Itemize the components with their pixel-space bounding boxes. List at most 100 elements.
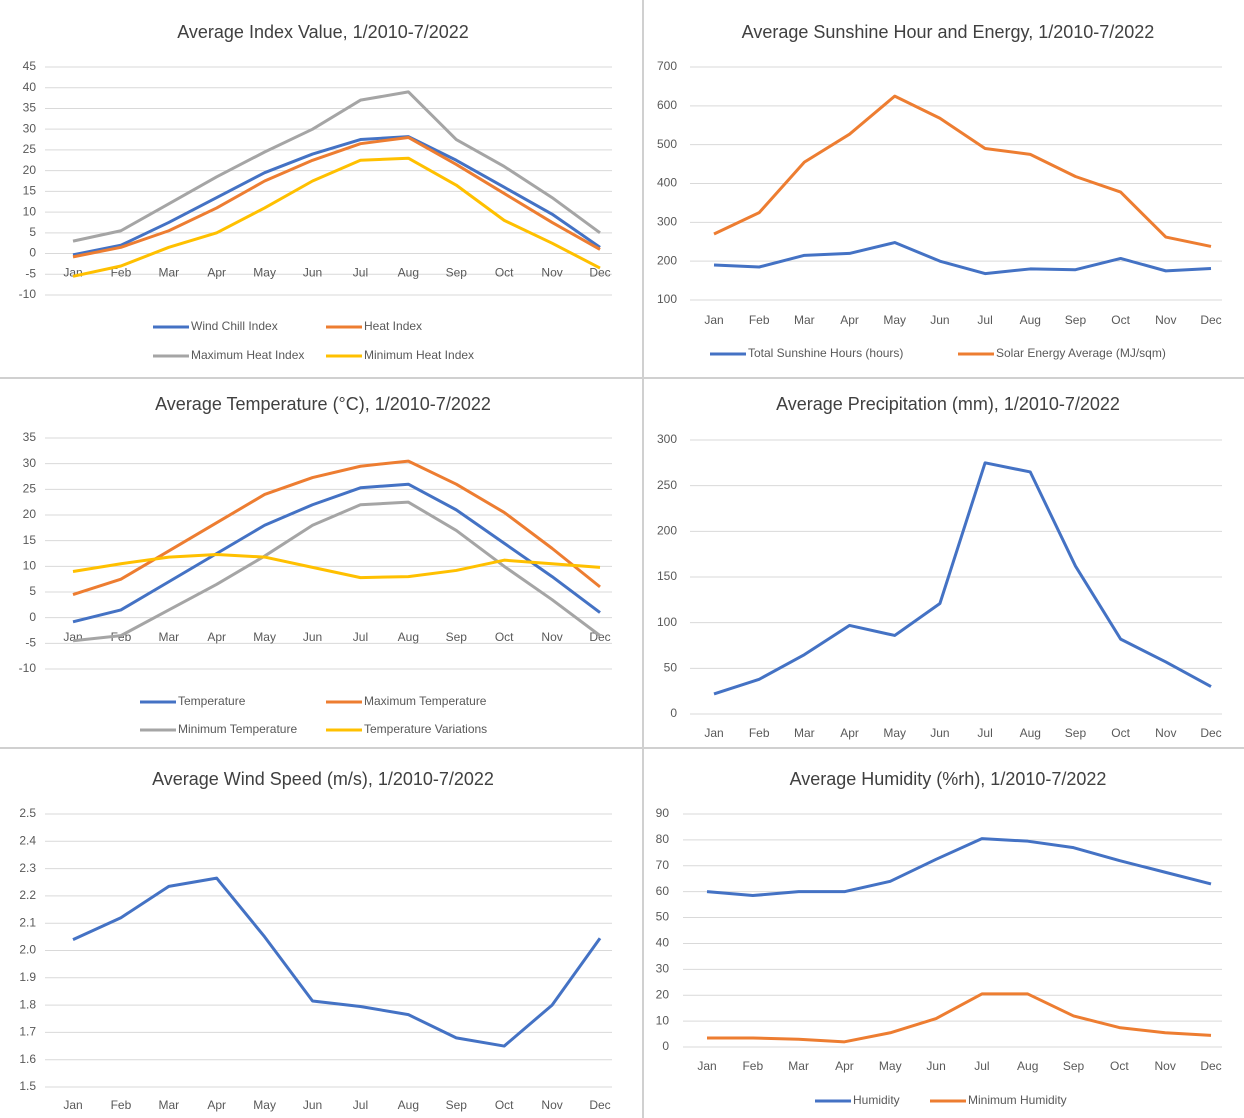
y-tick-label: 500 [657,137,677,151]
y-tick-label: 400 [657,176,677,190]
x-tick-label: Oct [1111,726,1130,740]
y-tick-label: 40 [23,80,37,94]
x-tick-label: Jan [63,1098,82,1112]
y-tick-label: 1.7 [19,1025,36,1039]
y-tick-label: 90 [656,806,670,820]
y-tick-label: 0 [29,610,36,624]
y-tick-label: 2.4 [19,833,36,847]
y-tick-label: 2.0 [19,943,36,957]
y-tick-label: 25 [23,142,37,156]
chart-title: Average Humidity (%rh), 1/2010-7/2022 [790,769,1107,789]
y-tick-label: 1.8 [19,997,36,1011]
chart-title: Average Index Value, 1/2010-7/2022 [177,22,469,42]
x-tick-label: Dec [589,266,610,280]
y-tick-label: 30 [23,456,37,470]
y-tick-label: 10 [656,1013,670,1027]
x-tick-label: Apr [207,1098,226,1112]
x-tick-label: Jan [63,630,82,644]
x-tick-label: Jul [353,266,368,280]
x-tick-label: Sep [1063,1059,1085,1073]
x-tick-label: Jul [977,313,992,327]
y-tick-label: 45 [23,59,37,73]
y-tick-label: 50 [656,910,670,924]
x-tick-label: Jun [926,1059,945,1073]
legend-label: Minimum Heat Index [364,348,474,362]
x-tick-label: Dec [589,1098,610,1112]
y-tick-label: 600 [657,98,677,112]
x-tick-label: May [879,1059,902,1073]
y-tick-label: 20 [656,987,670,1001]
y-tick-label: -5 [25,266,36,280]
legend-label: Minimum Humidity [968,1093,1067,1107]
x-tick-label: Nov [541,630,562,644]
x-tick-label: Aug [398,266,419,280]
x-tick-label: May [883,726,906,740]
legend-label: Total Sunshine Hours (hours) [748,346,903,360]
chart-title: Average Precipitation (mm), 1/2010-7/202… [776,394,1120,414]
y-tick-label: 35 [23,101,37,115]
x-tick-label: Jun [303,266,322,280]
y-tick-label: 0 [29,246,36,260]
x-tick-label: Dec [1200,726,1221,740]
chart-title: Average Wind Speed (m/s), 1/2010-7/2022 [152,769,494,789]
data-line [72,459,601,596]
x-tick-label: Sep [1065,726,1087,740]
x-tick-label: Nov [541,1098,562,1112]
x-tick-label: Aug [398,1098,419,1112]
x-tick-label: Feb [111,1098,132,1112]
x-tick-label: Sep [446,266,468,280]
x-tick-label: May [253,266,276,280]
y-tick-label: 5 [29,584,36,598]
x-tick-label: Apr [835,1059,854,1073]
y-tick-label: 40 [656,936,670,950]
y-tick-label: 15 [23,184,37,198]
x-tick-label: Jun [303,1098,322,1112]
y-tick-label: 200 [657,524,677,538]
x-tick-label: Jul [353,1098,368,1112]
y-tick-label: 10 [23,204,37,218]
x-tick-label: Jul [974,1059,989,1073]
data-line [72,553,601,580]
data-line [72,482,601,624]
x-tick-label: Apr [207,630,226,644]
x-tick-label: Sep [446,1098,468,1112]
x-tick-label: Aug [1020,726,1041,740]
data-line [72,876,602,1048]
legend-label: Temperature [178,694,246,708]
data-line [72,156,601,278]
x-tick-label: Oct [1110,1059,1129,1073]
legend-label: Wind Chill Index [191,319,278,333]
x-tick-label: Feb [742,1059,763,1073]
chart-title: Average Sunshine Hour and Energy, 1/2010… [742,22,1155,42]
y-tick-label: -10 [19,287,37,301]
y-tick-label: 2.2 [19,888,36,902]
data-line [706,837,1212,898]
data-line [72,90,601,243]
y-tick-label: 30 [23,121,37,135]
x-tick-label: Nov [541,266,562,280]
y-tick-label: 2.5 [19,806,36,820]
y-tick-label: -5 [25,636,36,650]
x-tick-label: Aug [1017,1059,1038,1073]
x-tick-label: Mar [158,266,179,280]
y-tick-label: 700 [657,59,677,73]
data-line [713,94,1212,248]
x-tick-label: Feb [749,313,770,327]
legend-label: Solar Energy Average (MJ/sqm) [996,346,1166,360]
x-tick-label: Feb [111,266,132,280]
y-tick-label: 1.6 [19,1052,36,1066]
x-tick-label: Jun [930,313,949,327]
x-tick-label: Mar [794,726,815,740]
x-tick-label: Oct [495,630,514,644]
x-tick-label: May [253,630,276,644]
legend-label: Maximum Heat Index [191,348,304,362]
y-tick-label: -10 [19,661,37,675]
y-tick-label: 15 [23,533,37,547]
x-tick-label: Jan [697,1059,716,1073]
data-line [72,135,601,257]
x-tick-label: Aug [398,630,419,644]
y-tick-label: 300 [657,432,677,446]
x-tick-label: Dec [1200,313,1221,327]
x-tick-label: Oct [495,1098,514,1112]
